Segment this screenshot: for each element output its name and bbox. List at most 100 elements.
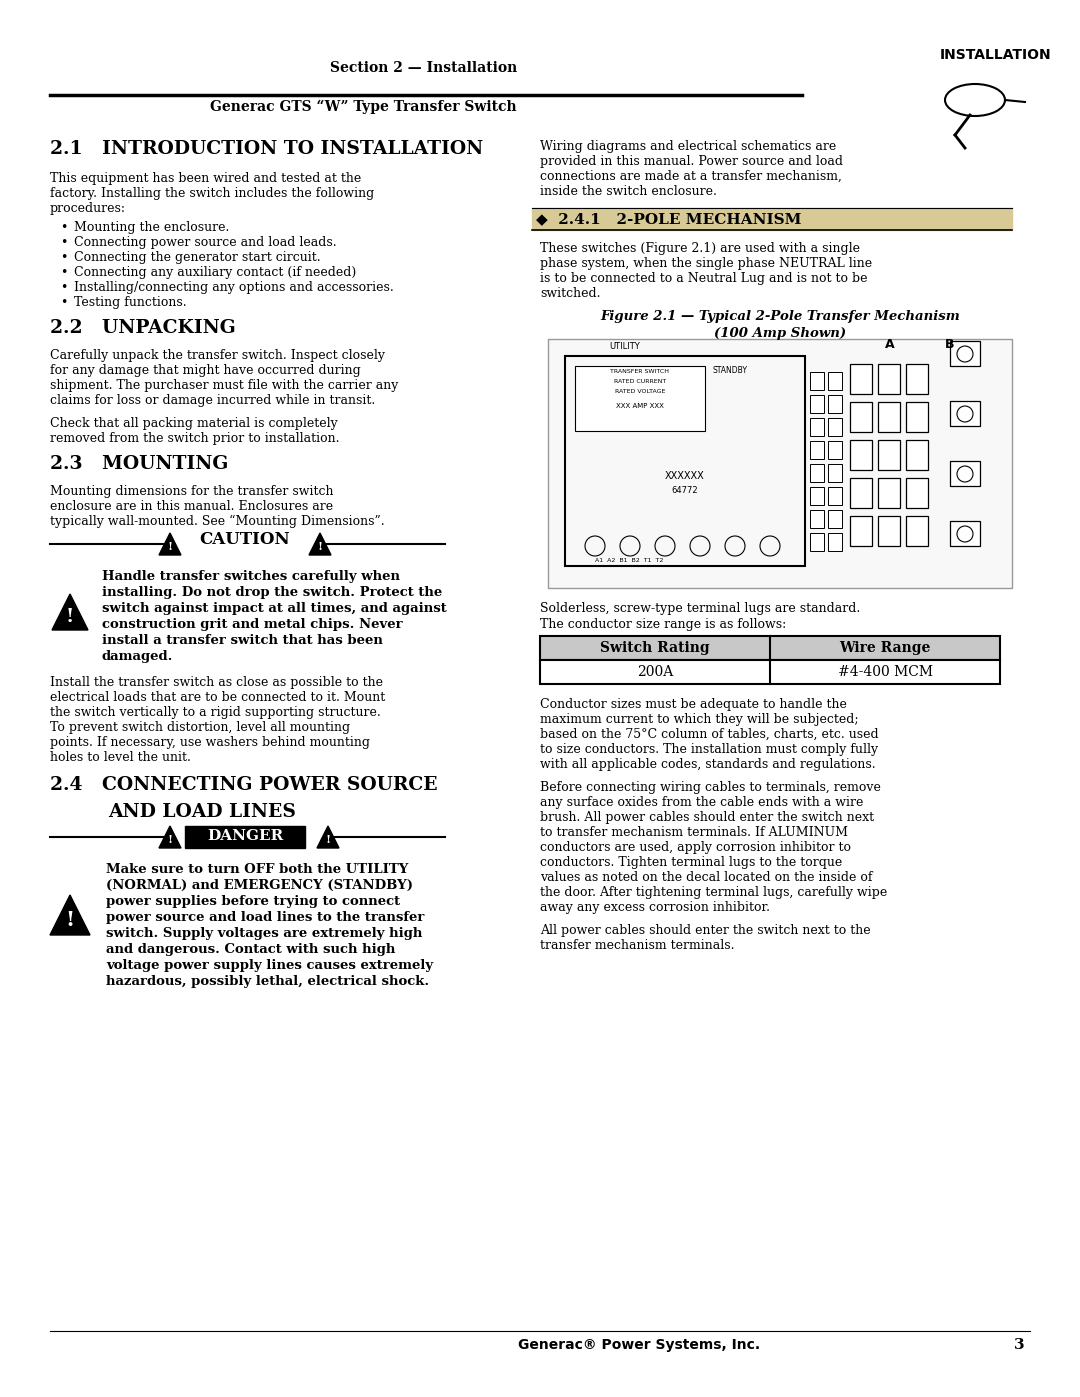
Text: Mounting dimensions for the transfer switch: Mounting dimensions for the transfer swi… xyxy=(50,485,334,497)
Text: enclosure are in this manual. Enclosures are: enclosure are in this manual. Enclosures… xyxy=(50,500,333,513)
Text: procedures:: procedures: xyxy=(50,203,126,215)
Text: !: ! xyxy=(167,834,173,845)
Text: •: • xyxy=(60,236,67,249)
Text: This equipment has been wired and tested at the: This equipment has been wired and tested… xyxy=(50,172,361,184)
Text: away any excess corrosion inhibitor.: away any excess corrosion inhibitor. xyxy=(540,901,770,914)
Bar xyxy=(950,521,980,546)
Text: switched.: switched. xyxy=(540,286,600,300)
Text: Install the transfer switch as close as possible to the: Install the transfer switch as close as … xyxy=(50,676,383,689)
Text: !: ! xyxy=(167,541,173,552)
Text: electrical loads that are to be connected to it. Mount: electrical loads that are to be connecte… xyxy=(50,692,386,704)
Text: Installing/connecting any options and accessories.: Installing/connecting any options and ac… xyxy=(75,281,394,293)
Text: points. If necessary, use washers behind mounting: points. If necessary, use washers behind… xyxy=(50,736,370,749)
Text: TRANSFER SWITCH: TRANSFER SWITCH xyxy=(610,369,670,374)
Text: shipment. The purchaser must file with the carrier any: shipment. The purchaser must file with t… xyxy=(50,379,399,393)
Bar xyxy=(540,659,1000,685)
Bar xyxy=(950,341,980,366)
Text: 2.4   CONNECTING POWER SOURCE: 2.4 CONNECTING POWER SOURCE xyxy=(50,775,437,793)
Text: To prevent switch distortion, level all mounting: To prevent switch distortion, level all … xyxy=(50,721,350,733)
Bar xyxy=(850,440,872,469)
Text: for any damage that might have occurred during: for any damage that might have occurred … xyxy=(50,365,361,377)
Text: Before connecting wiring cables to terminals, remove: Before connecting wiring cables to termi… xyxy=(540,781,881,793)
FancyBboxPatch shape xyxy=(548,339,1012,588)
Text: 200A: 200A xyxy=(637,665,673,679)
Bar xyxy=(810,534,824,550)
Bar xyxy=(878,402,900,432)
Bar xyxy=(878,440,900,469)
Bar xyxy=(810,510,824,528)
Bar xyxy=(906,478,928,509)
Bar xyxy=(878,365,900,394)
Text: XXX AMP XXX: XXX AMP XXX xyxy=(616,402,664,409)
Text: ◆  2.4.1   2-POLE MECHANISM: ◆ 2.4.1 2-POLE MECHANISM xyxy=(536,212,801,226)
Bar xyxy=(810,418,824,436)
Text: •: • xyxy=(60,296,67,309)
Bar xyxy=(828,418,842,436)
Text: construction grit and metal chips. Never: construction grit and metal chips. Never xyxy=(102,617,403,631)
Text: holes to level the unit.: holes to level the unit. xyxy=(50,752,191,764)
Bar xyxy=(810,372,824,390)
Text: Solderless, screw-type terminal lugs are standard.: Solderless, screw-type terminal lugs are… xyxy=(540,602,861,615)
Bar xyxy=(810,464,824,482)
Bar xyxy=(950,461,980,486)
Text: Wire Range: Wire Range xyxy=(839,641,931,655)
Bar xyxy=(878,478,900,509)
Text: Connecting power source and load leads.: Connecting power source and load leads. xyxy=(75,236,337,249)
Bar xyxy=(850,365,872,394)
Bar xyxy=(540,636,1000,659)
Bar xyxy=(828,488,842,504)
Bar xyxy=(850,515,872,546)
Bar xyxy=(878,515,900,546)
Bar xyxy=(850,402,872,432)
Text: to size conductors. The installation must comply fully: to size conductors. The installation mus… xyxy=(540,743,878,756)
Bar xyxy=(810,488,824,504)
Text: power source and load lines to the transfer: power source and load lines to the trans… xyxy=(106,911,424,923)
Bar xyxy=(906,440,928,469)
Bar xyxy=(828,534,842,550)
Text: switch. Supply voltages are extremely high: switch. Supply voltages are extremely hi… xyxy=(106,928,422,940)
Text: !: ! xyxy=(66,608,75,626)
Text: Conductor sizes must be adequate to handle the: Conductor sizes must be adequate to hand… xyxy=(540,698,847,711)
Text: transfer mechanism terminals.: transfer mechanism terminals. xyxy=(540,939,734,951)
Text: Switch Rating: Switch Rating xyxy=(600,641,710,655)
Polygon shape xyxy=(309,534,330,555)
Text: voltage power supply lines causes extremely: voltage power supply lines causes extrem… xyxy=(106,958,433,972)
Polygon shape xyxy=(50,895,90,935)
Text: typically wall-mounted. See “Mounting Dimensions”.: typically wall-mounted. See “Mounting Di… xyxy=(50,515,384,528)
Bar xyxy=(828,510,842,528)
Text: 2.1   INTRODUCTION TO INSTALLATION: 2.1 INTRODUCTION TO INSTALLATION xyxy=(50,140,483,158)
Text: !: ! xyxy=(318,541,323,552)
Polygon shape xyxy=(318,826,339,848)
Text: #4-400 MCM: #4-400 MCM xyxy=(837,665,932,679)
Bar xyxy=(950,401,980,426)
Bar xyxy=(565,356,805,566)
Text: switch against impact at all times, and against: switch against impact at all times, and … xyxy=(102,602,447,615)
Text: •: • xyxy=(60,281,67,293)
Text: CAUTION: CAUTION xyxy=(200,531,291,549)
Text: (100 Amp Shown): (100 Amp Shown) xyxy=(714,327,846,339)
Text: factory. Installing the switch includes the following: factory. Installing the switch includes … xyxy=(50,187,375,200)
Text: Section 2 — Installation: Section 2 — Installation xyxy=(329,61,517,75)
Bar xyxy=(575,366,705,432)
Bar xyxy=(828,441,842,460)
Text: •: • xyxy=(60,265,67,279)
Text: and dangerous. Contact with such high: and dangerous. Contact with such high xyxy=(106,943,395,956)
Text: connections are made at a transfer mechanism,: connections are made at a transfer mecha… xyxy=(540,170,842,183)
Text: INSTALLATION: INSTALLATION xyxy=(940,47,1052,61)
Bar xyxy=(810,441,824,460)
Text: Testing functions.: Testing functions. xyxy=(75,296,187,309)
Text: DANGER: DANGER xyxy=(207,828,283,842)
Text: All power cables should enter the switch next to the: All power cables should enter the switch… xyxy=(540,923,870,937)
Polygon shape xyxy=(159,826,181,848)
Bar xyxy=(906,402,928,432)
Text: with all applicable codes, standards and regulations.: with all applicable codes, standards and… xyxy=(540,759,876,771)
Text: RATED VOLTAGE: RATED VOLTAGE xyxy=(615,388,665,394)
Bar xyxy=(810,395,824,414)
Polygon shape xyxy=(52,594,87,630)
Text: •: • xyxy=(60,251,67,264)
Text: 3: 3 xyxy=(1014,1338,1025,1352)
Text: maximum current to which they will be subjected;: maximum current to which they will be su… xyxy=(540,712,859,726)
Text: based on the 75°C column of tables, charts, etc. used: based on the 75°C column of tables, char… xyxy=(540,728,879,740)
Text: These switches (Figure 2.1) are used with a single: These switches (Figure 2.1) are used wit… xyxy=(540,242,860,256)
Text: 64772: 64772 xyxy=(672,486,699,495)
